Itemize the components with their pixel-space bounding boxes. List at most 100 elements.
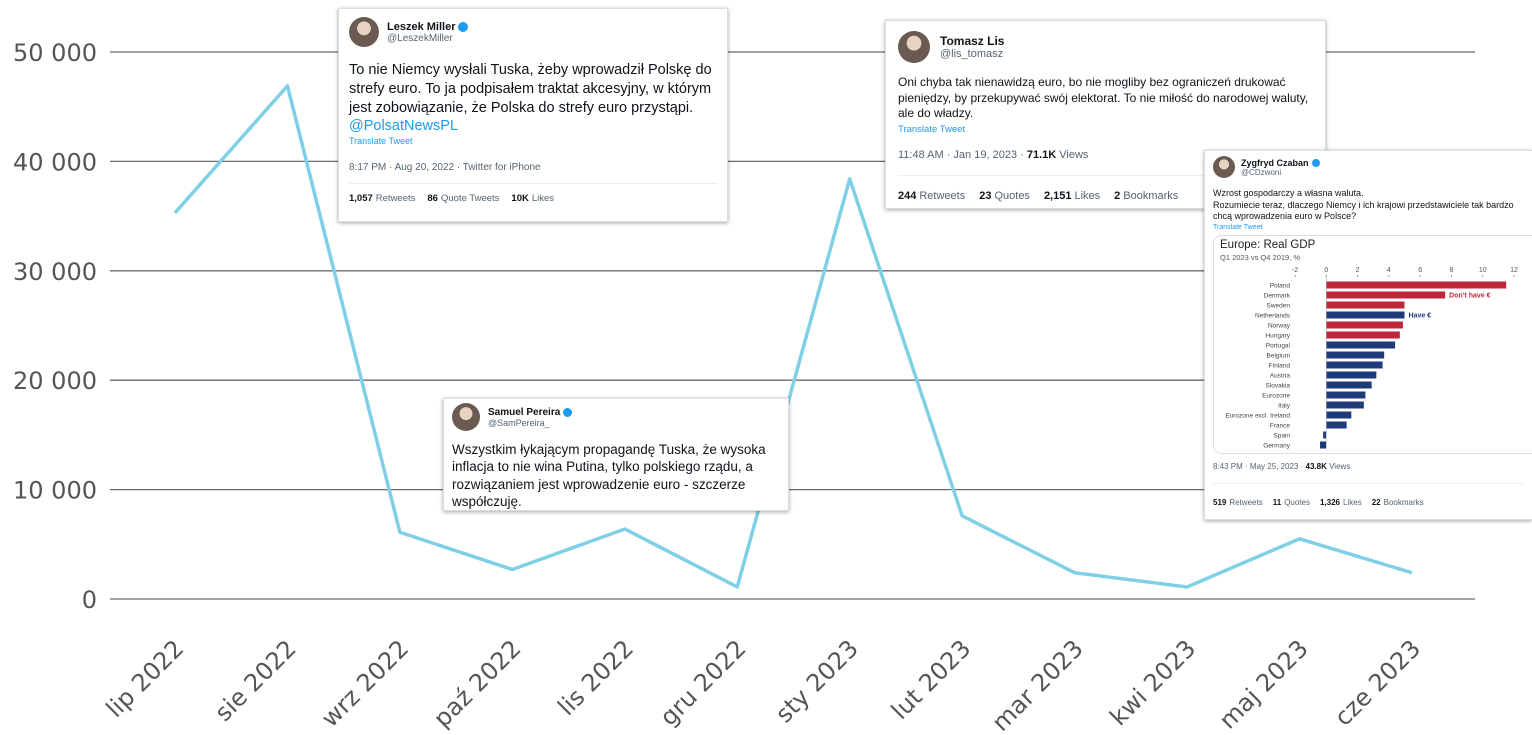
tweet-card: Zygfryd Czaban @CDzwoni Wzrost gospodarczy… xyxy=(1204,150,1532,520)
tweet-card: Leszek Miller @LeszekMiller To nie Niemcy … xyxy=(338,8,728,222)
avatar xyxy=(1213,156,1235,178)
category-label: Spain xyxy=(1273,433,1290,440)
tweet-stats: 1,057 Retweets 86 Quote Tweets 10K Likes xyxy=(349,182,717,204)
tweet-card: Tomasz Lis @lis_tomasz Oni chyba tak niena… xyxy=(885,20,1326,209)
x-tick-label: 8 xyxy=(1449,267,1453,274)
stat: 244 Retweets xyxy=(898,190,965,202)
x-tick-label: lip 2022 xyxy=(101,634,190,723)
tweet-header: Zygfryd Czaban @CDzwoni xyxy=(1213,156,1524,178)
stat-label: Likes xyxy=(531,192,555,204)
x-tick-label: kwi 2023 xyxy=(1104,634,1201,731)
tweet-header: Leszek Miller @LeszekMiller xyxy=(349,17,717,47)
author-handle: @LeszekMiller xyxy=(387,32,453,44)
gdp-title: Europe: Real GDP xyxy=(1220,239,1316,251)
y-tick-label: 30 000 xyxy=(13,258,97,286)
x-tick-label: paź 2022 xyxy=(428,634,526,732)
stat: 2,151 Likes xyxy=(1044,190,1100,202)
annotation: Have € xyxy=(1409,313,1432,320)
stat: 1,326 Likes xyxy=(1320,498,1362,507)
stat-count: 2 xyxy=(1114,189,1121,202)
author-handle: @lis_tomasz xyxy=(940,48,1004,60)
avatar xyxy=(898,31,930,63)
x-tick-label: 6 xyxy=(1418,267,1422,274)
stat-count: 1,326 xyxy=(1319,498,1341,508)
stat-count: 1,057 xyxy=(349,192,373,204)
x-tick-label: lut 2023 xyxy=(886,634,977,725)
category-label: Eurozone excl. Ireland xyxy=(1225,413,1290,420)
tweet-meta: 11:48 AM · Jan 19, 2023 · 71.1K Views xyxy=(898,149,1313,161)
stat-label: Quotes xyxy=(994,189,1030,202)
bar xyxy=(1326,341,1396,349)
category-label: Poland xyxy=(1270,283,1291,290)
verified-badge xyxy=(458,21,469,32)
timestamp: 8:17 PM · Aug 20, 2022 · Twitter for iPh… xyxy=(349,161,541,173)
bar xyxy=(1326,301,1405,309)
stat-count: 22 xyxy=(1371,498,1381,508)
tweet-text: To nie Niemcy wysłali Tuska, żeby wprowa… xyxy=(349,62,716,116)
stat-label: Likes xyxy=(1343,498,1362,508)
stat-count: 11 xyxy=(1272,498,1282,508)
bar xyxy=(1326,371,1377,379)
stat-label: Likes xyxy=(1074,189,1101,202)
category-label: Portugal xyxy=(1266,343,1291,350)
views-label: Views xyxy=(1329,462,1351,472)
stat: 10K Likes xyxy=(511,193,554,204)
bar xyxy=(1326,351,1385,359)
x-tick-label: sie 2022 xyxy=(209,634,301,726)
x-tick-label: wrz 2022 xyxy=(316,634,414,732)
bar xyxy=(1326,311,1405,319)
category-label: Netherlands xyxy=(1255,313,1291,320)
x-tick-label: maj 2023 xyxy=(1214,634,1314,734)
category-label: Germany xyxy=(1263,443,1290,450)
name: Tomasz Lis xyxy=(940,34,1005,48)
stat: 86 Quote Tweets xyxy=(427,193,499,204)
tweet-text: Wzrost gospodarczy a własna waluta. Rozu… xyxy=(1213,188,1514,222)
tweet-stats: 519 Retweets 11 Quotes 1,326 Likes 22 Bookmarks xyxy=(1213,483,1524,507)
category-label: Hungary xyxy=(1265,333,1290,340)
stat-label: Retweets xyxy=(1229,498,1263,508)
stat-count: 23 xyxy=(979,189,992,202)
stat-label: Retweets xyxy=(919,189,966,202)
category-label: Italy xyxy=(1278,403,1291,410)
bar xyxy=(1320,441,1327,449)
annotation: Don't have € xyxy=(1449,293,1490,300)
author-name: Zygfryd Czaban xyxy=(1241,158,1320,168)
category-label: Austria xyxy=(1270,373,1291,380)
stat: 22 Bookmarks xyxy=(1372,498,1424,507)
stat: 2 Bookmarks xyxy=(1114,190,1178,202)
line-series xyxy=(173,84,1413,589)
tweet-stats: 244 Retweets 23 Quotes 2,151 Likes 2 Bookmarks xyxy=(898,174,1313,202)
name: Samuel Pereira xyxy=(488,406,561,418)
timestamp: 11:48 AM · Jan 19, 2023 · xyxy=(898,148,1024,161)
avatar xyxy=(452,403,480,431)
stat-label: Quote Tweets xyxy=(440,192,500,204)
stat-count: 10K xyxy=(511,192,529,204)
x-tick-label: 4 xyxy=(1387,267,1391,274)
author-name: Leszek Miller xyxy=(387,21,469,33)
bar xyxy=(1326,361,1383,369)
stat-label: Bookmarks xyxy=(1383,498,1424,508)
translate-link: Translate Tweet xyxy=(349,135,413,146)
name: Zygfryd Czaban xyxy=(1241,157,1309,168)
x-tick-label: cze 2023 xyxy=(1329,634,1426,731)
bar xyxy=(1326,421,1347,429)
author-handle: @SamPereira_ xyxy=(488,417,550,428)
author-name: Samuel Pereira xyxy=(488,406,573,418)
category-label: Sweden xyxy=(1267,303,1291,310)
author: Tomasz Lis @lis_tomasz xyxy=(940,34,1004,60)
stat: 23 Quotes xyxy=(979,190,1030,202)
bar xyxy=(1326,331,1400,339)
bar xyxy=(1326,281,1507,289)
x-tick-label: mar 2023 xyxy=(987,634,1089,735)
verified-badge xyxy=(1311,158,1320,167)
translate-link: Translate Tweet xyxy=(898,123,966,135)
tweet-text: Wszystkim łykającym propagandę Tuska, że… xyxy=(452,442,770,509)
views-label: Views xyxy=(1059,148,1089,161)
bar xyxy=(1326,381,1372,389)
views-count: 71.1K xyxy=(1026,148,1057,161)
stat: 1,057 Retweets xyxy=(349,193,415,204)
tweet-meta: 8:17 PM · Aug 20, 2022 · Twitter for iPh… xyxy=(349,162,717,173)
gdp-subtitle: Q1 2023 vs Q4 2019, % xyxy=(1220,253,1300,262)
